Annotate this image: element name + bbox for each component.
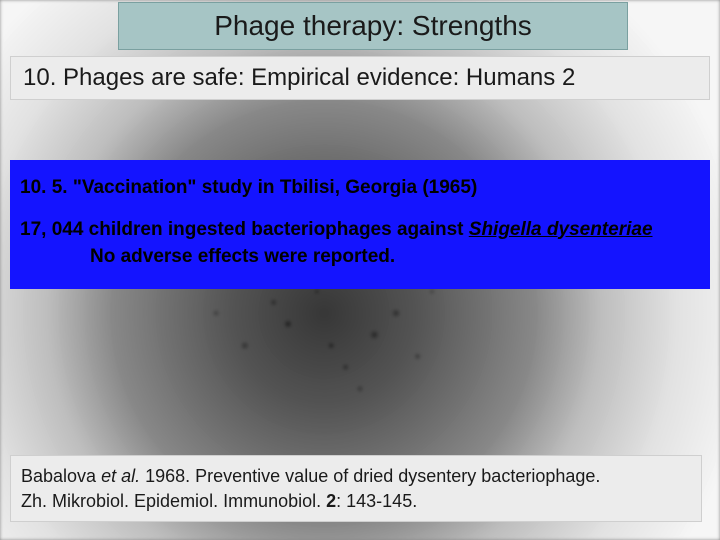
content-species-name: Shigella dysenteriae [469,219,653,240]
citation-box: Babalova et al. 1968. Preventive value o… [10,455,702,522]
content-line-1: 17, 044 children ingested bacteriophages… [20,216,700,244]
content-box: 10. 5. "Vaccination" study in Tbilisi, G… [10,160,710,289]
subtitle-bar: 10. Phages are safe: Empirical evidence:… [10,56,710,100]
content-line-2: No adverse effects were reported. [20,243,700,271]
citation-volume: 2 [326,491,336,511]
citation-etal: et al. [101,466,140,486]
citation-year-title: 1968. Preventive value of dried dysenter… [140,466,600,486]
content-heading: 10. 5. "Vaccination" study in Tbilisi, G… [20,174,700,202]
citation-journal: Zh. Mikrobiol. Epidemiol. Immunobiol. [21,491,326,511]
citation-authors: Babalova [21,466,101,486]
citation-pages: : 143-145. [336,491,417,511]
citation-line-1: Babalova et al. 1968. Preventive value o… [21,464,691,488]
slide-subtitle: 10. Phages are safe: Empirical evidence:… [23,64,575,92]
citation-line-2: Zh. Mikrobiol. Epidemiol. Immunobiol. 2:… [21,489,691,513]
slide-title: Phage therapy: Strengths [214,10,532,42]
title-bar: Phage therapy: Strengths [118,2,628,50]
content-line-1-prefix: 17, 044 children ingested bacteriophages… [20,219,469,240]
